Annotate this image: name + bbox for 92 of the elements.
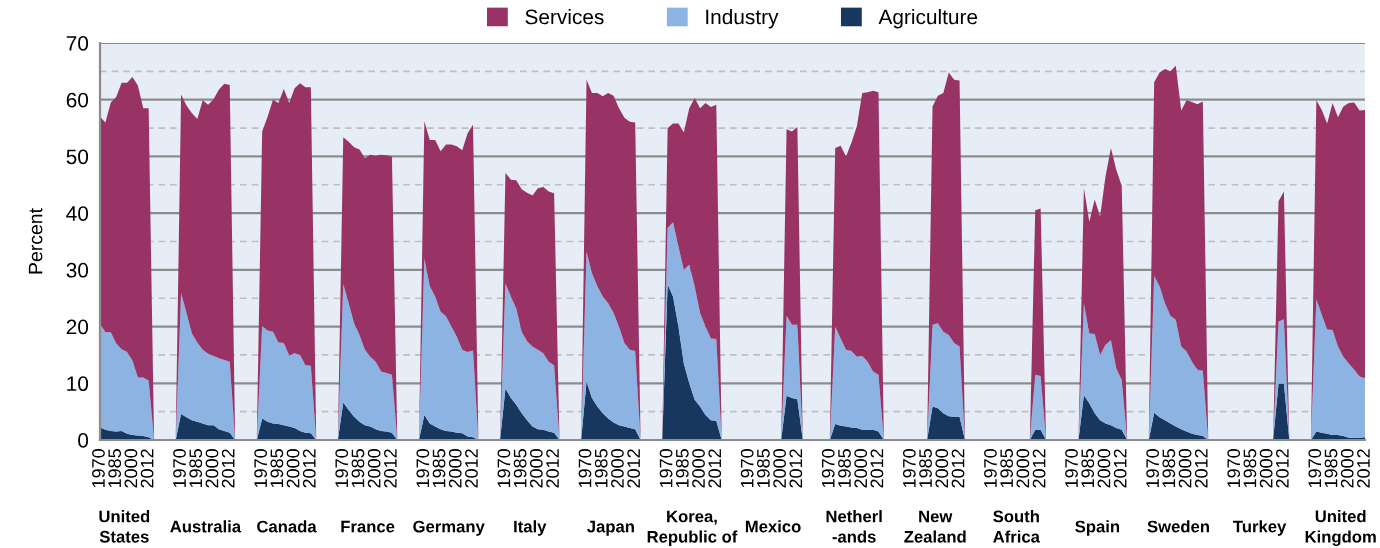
x-tick-label: 2000 bbox=[124, 449, 138, 488]
text: Korea, Republic of bbox=[647, 510, 738, 546]
x-tick-label: 2012 bbox=[1032, 449, 1046, 488]
text: United States bbox=[99, 510, 150, 543]
x-tick-label: 2012 bbox=[1275, 449, 1289, 488]
x-tick-label: 2000 bbox=[1259, 449, 1273, 488]
x-tick-label: 1985 bbox=[351, 449, 365, 488]
x-tick-label: 1970 bbox=[1065, 449, 1078, 488]
x-tick-label: 1970 bbox=[173, 449, 186, 488]
x-tick-label: 1985 bbox=[675, 449, 689, 488]
x-tick-label: 2000 bbox=[1340, 449, 1354, 488]
x-tick-label: 1970 bbox=[416, 449, 430, 488]
x-tick-label: 1985 bbox=[594, 449, 608, 488]
text: Germany bbox=[413, 520, 485, 536]
x-tick-label: 2000 bbox=[1097, 449, 1111, 488]
x-tick-label: 1985 bbox=[919, 449, 932, 488]
x-tick-label: 2000 bbox=[773, 449, 786, 488]
x-tick-label: 2012 bbox=[140, 449, 154, 488]
legend-label: Services bbox=[525, 9, 604, 25]
text: France bbox=[341, 520, 395, 533]
x-tick-label: 1970 bbox=[92, 449, 105, 488]
x-tick-label: 1970 bbox=[335, 449, 349, 488]
y-tick-label: 0 bbox=[78, 433, 89, 448]
x-tick-label: 1985 bbox=[1000, 449, 1014, 488]
legend-label: Industry bbox=[706, 9, 779, 29]
x-tick-label: 2012 bbox=[627, 449, 641, 488]
x-tick-label: 2012 bbox=[1194, 449, 1208, 488]
x-tick-label: 1970 bbox=[1227, 449, 1241, 488]
x-tick-label: 2012 bbox=[221, 449, 235, 488]
y-tick-label: 30 bbox=[66, 262, 89, 278]
x-tick-label: 1985 bbox=[757, 449, 770, 488]
x-tick-label: 1970 bbox=[821, 449, 835, 488]
y-axis-title: Percent bbox=[28, 208, 43, 274]
text: Australia bbox=[170, 520, 242, 533]
x-tick-label: 1985 bbox=[1162, 449, 1176, 488]
x-tick-label: 2012 bbox=[789, 449, 803, 488]
y-tick-label: 10 bbox=[67, 376, 89, 392]
x-tick-label: 2000 bbox=[935, 449, 949, 488]
y-tick-label: 70 bbox=[66, 36, 89, 51]
text: Sweden bbox=[1147, 520, 1209, 533]
x-tick-label: 1970 bbox=[1308, 449, 1322, 488]
x-tick-label: 1970 bbox=[740, 449, 754, 488]
text: Turkey bbox=[1233, 520, 1287, 536]
x-tick-label: 1985 bbox=[270, 449, 284, 488]
x-tick-label: 2012 bbox=[1113, 449, 1127, 488]
text: Canada bbox=[257, 520, 317, 533]
text: Mexico bbox=[745, 520, 801, 533]
x-tick-label: 2012 bbox=[708, 449, 722, 488]
x-tick-label: 1985 bbox=[1324, 449, 1338, 488]
x-tick-label: 2012 bbox=[546, 449, 559, 488]
x-tick-label: 2000 bbox=[529, 449, 543, 488]
text: Italy bbox=[514, 520, 547, 536]
x-tick-label: 2012 bbox=[465, 449, 478, 488]
x-tick-label: 2000 bbox=[1178, 449, 1192, 488]
x-tick-label: 1985 bbox=[513, 449, 527, 488]
text: Spain bbox=[1075, 520, 1120, 536]
x-tick-label: 2012 bbox=[1357, 449, 1370, 488]
text: South Africa bbox=[993, 510, 1041, 543]
x-tick-label: 1985 bbox=[189, 449, 203, 488]
x-tick-label: 2000 bbox=[448, 449, 462, 488]
text: New Zealand bbox=[904, 510, 966, 543]
y-tick-label: 40 bbox=[66, 206, 89, 221]
y-tick-label: 60 bbox=[66, 92, 89, 108]
x-tick-label: 2012 bbox=[951, 449, 965, 488]
x-tick-label: 1970 bbox=[578, 449, 592, 488]
x-tick-label: 1985 bbox=[1243, 449, 1257, 488]
x-tick-label: 1985 bbox=[1081, 449, 1095, 488]
x-tick-label: 1970 bbox=[659, 449, 673, 488]
x-tick-label: 1985 bbox=[108, 449, 122, 488]
x-tick-label: 2000 bbox=[367, 449, 381, 488]
x-tick-label: 1985 bbox=[432, 449, 446, 488]
x-tick-label: 1970 bbox=[902, 449, 916, 488]
x-tick-label: 2000 bbox=[1016, 449, 1030, 488]
x-tick-label: 1970 bbox=[254, 449, 268, 488]
legend-label: Agriculture bbox=[878, 9, 978, 29]
x-tick-label: 2000 bbox=[205, 449, 219, 488]
x-tick-label: 2000 bbox=[286, 449, 300, 488]
x-tick-label: 2012 bbox=[383, 449, 397, 488]
x-tick-label: 2012 bbox=[302, 449, 316, 488]
y-tick-label: 20 bbox=[66, 319, 89, 335]
x-tick-label: 1970 bbox=[1146, 449, 1160, 488]
text: Japan bbox=[587, 520, 634, 536]
x-tick-label: 2000 bbox=[611, 449, 624, 488]
y-tick-label: 50 bbox=[66, 149, 89, 165]
x-tick-label: 1970 bbox=[984, 449, 997, 488]
text: Netherl -ands bbox=[826, 510, 882, 543]
x-tick-label: 2012 bbox=[870, 449, 884, 488]
x-tick-label: 1985 bbox=[838, 449, 851, 488]
x-tick-label: 2000 bbox=[854, 449, 868, 488]
x-tick-label: 2000 bbox=[692, 449, 705, 488]
x-tick-label: 1970 bbox=[497, 449, 511, 488]
text: United Kingdom bbox=[1305, 510, 1376, 546]
